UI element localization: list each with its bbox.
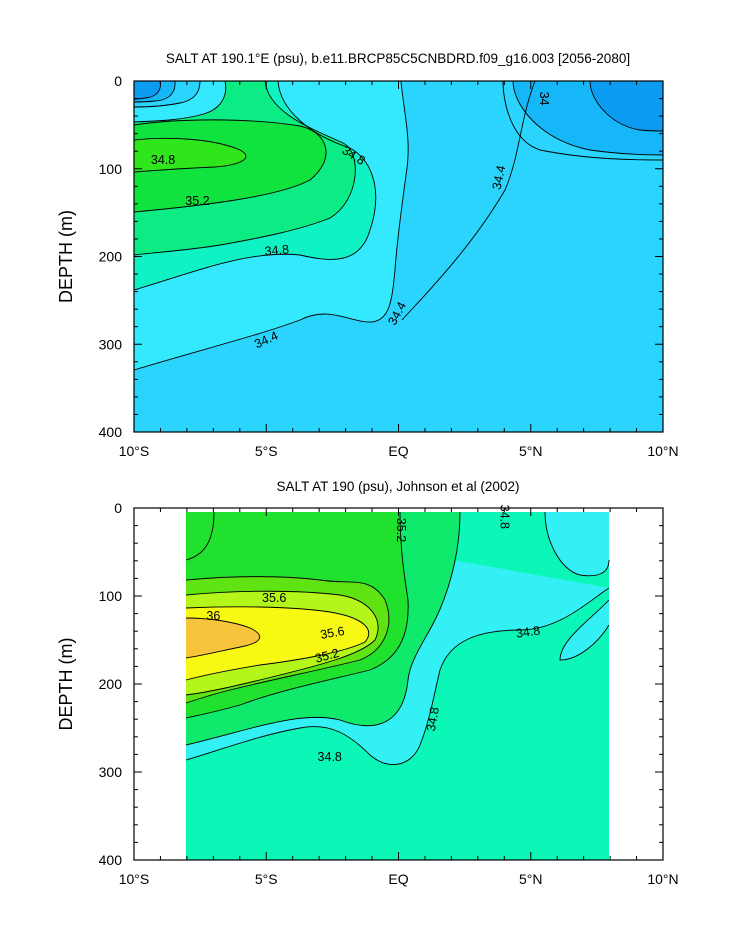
y-tick-label: 200 [99,676,123,692]
band-34-8-to-35-0 [186,512,609,860]
x-tick-label: 10°S [119,443,150,459]
top-contour-lines [133,80,664,371]
contour-label: 34.8 [515,623,541,640]
band-36-0-core [186,618,260,658]
top-title: SALT AT 190.1°E (psu), b.e11.BRCP85C5CNB… [166,51,630,66]
top-panel: SALT AT 190.1°E (psu), b.e11.BRCP85C5CNB… [56,51,679,459]
y-tick-label: 0 [114,500,122,516]
x-tick-label: 10°N [647,443,678,459]
x-tick-label: EQ [388,443,408,459]
contour-label: 35.2 [314,646,341,666]
x-tick-label: 5°S [255,443,278,459]
bottom-contour-labels: 34.8 35.2 35.6 36 35.6 35.2 34.8 34.8 34.8 [206,505,541,764]
bottom-panel: SALT AT 190 (psu), Johnson et al (2002) [56,479,679,887]
y-axis-label: DEPTH (m) [56,210,76,303]
bottom-salinity-field [186,512,609,860]
contour-label: 34.8 [151,153,175,167]
x-tick-label: 5°S [255,871,278,887]
contour-label: 35.6 [262,591,286,605]
y-tick-label: 0 [114,73,122,89]
y-tick-label: 100 [99,588,123,604]
x-tick-label: EQ [388,871,408,887]
contour-label: 35.2 [185,194,209,208]
y-tick-label: 200 [99,249,123,265]
x-tick-label: 10°S [119,871,150,887]
y-tick-label: 400 [99,852,123,868]
band-35-2-left-strip [186,512,214,560]
x-tick-label: 5°N [519,871,543,887]
contour-label: 34.8 [318,750,342,764]
contour-label: 34.8 [497,505,511,529]
contour-label: 36 [206,609,220,623]
bottom-contour-lines [185,511,610,765]
bottom-axes: 10°S 5°S EQ 5°N 10°N 0 100 200 300 400 DEPTH (m) [56,500,679,887]
contour-label: 34 [537,92,551,106]
y-axis-label: DEPTH (m) [56,638,76,731]
contour-label: 35.2 [394,518,408,542]
contour-label: 34.4 [490,164,509,191]
band-35-4-core [134,138,246,172]
y-tick-label: 400 [99,424,123,440]
contour-label: 34.8 [264,242,290,258]
contour-label: 34.8 [424,706,442,732]
band-34-0-right [590,81,663,131]
contour-label: 35.6 [319,624,345,642]
bottom-title: SALT AT 190 (psu), Johnson et al (2002) [277,479,520,494]
y-tick-label: 300 [99,764,123,780]
y-tick-label: 100 [99,161,123,177]
x-tick-label: 10°N [647,871,678,887]
band-34-0-top [134,81,161,99]
top-salinity-field [134,81,663,432]
y-tick-label: 300 [99,336,123,352]
x-tick-label: 5°N [519,443,543,459]
top-axes: 10°S 5°S EQ 5°N 10°N 0 100 200 300 400 DEPTH (m) [56,73,679,459]
